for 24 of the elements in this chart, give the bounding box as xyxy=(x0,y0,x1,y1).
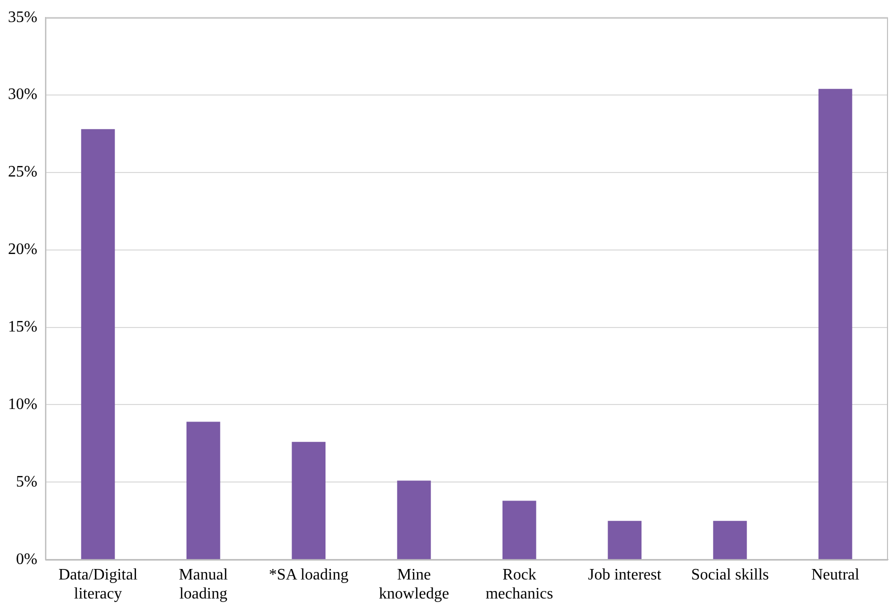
bar xyxy=(818,88,852,560)
y-tick-label: 30% xyxy=(8,86,38,104)
y-tick-label: 20% xyxy=(8,241,38,258)
bar xyxy=(713,520,747,560)
bar xyxy=(186,422,220,560)
x-tick-label: Social skills xyxy=(691,566,769,584)
x-tick-label: Mine knowledge xyxy=(378,566,450,603)
bar xyxy=(81,129,115,560)
y-tick-label: 25% xyxy=(8,164,38,181)
x-tick-label: Rock mechanics xyxy=(486,566,554,603)
y-tick-label: 35% xyxy=(8,8,38,26)
y-tick-label: 10% xyxy=(8,396,38,413)
y-tick-label: 0% xyxy=(16,550,38,568)
x-tick-label: Job interest xyxy=(588,566,662,584)
y-tick-label: 15% xyxy=(8,318,38,336)
bar xyxy=(608,520,642,560)
x-tick-label: Neutral xyxy=(811,566,860,584)
bar xyxy=(397,480,431,560)
bar xyxy=(502,500,536,560)
x-tick-label: Data/Digital literacy xyxy=(58,566,138,603)
x-tick-label: Manual loading xyxy=(178,566,228,603)
x-tick-label: *SA loading xyxy=(268,566,348,584)
y-tick-label: 5% xyxy=(16,473,38,490)
bar xyxy=(292,442,326,560)
